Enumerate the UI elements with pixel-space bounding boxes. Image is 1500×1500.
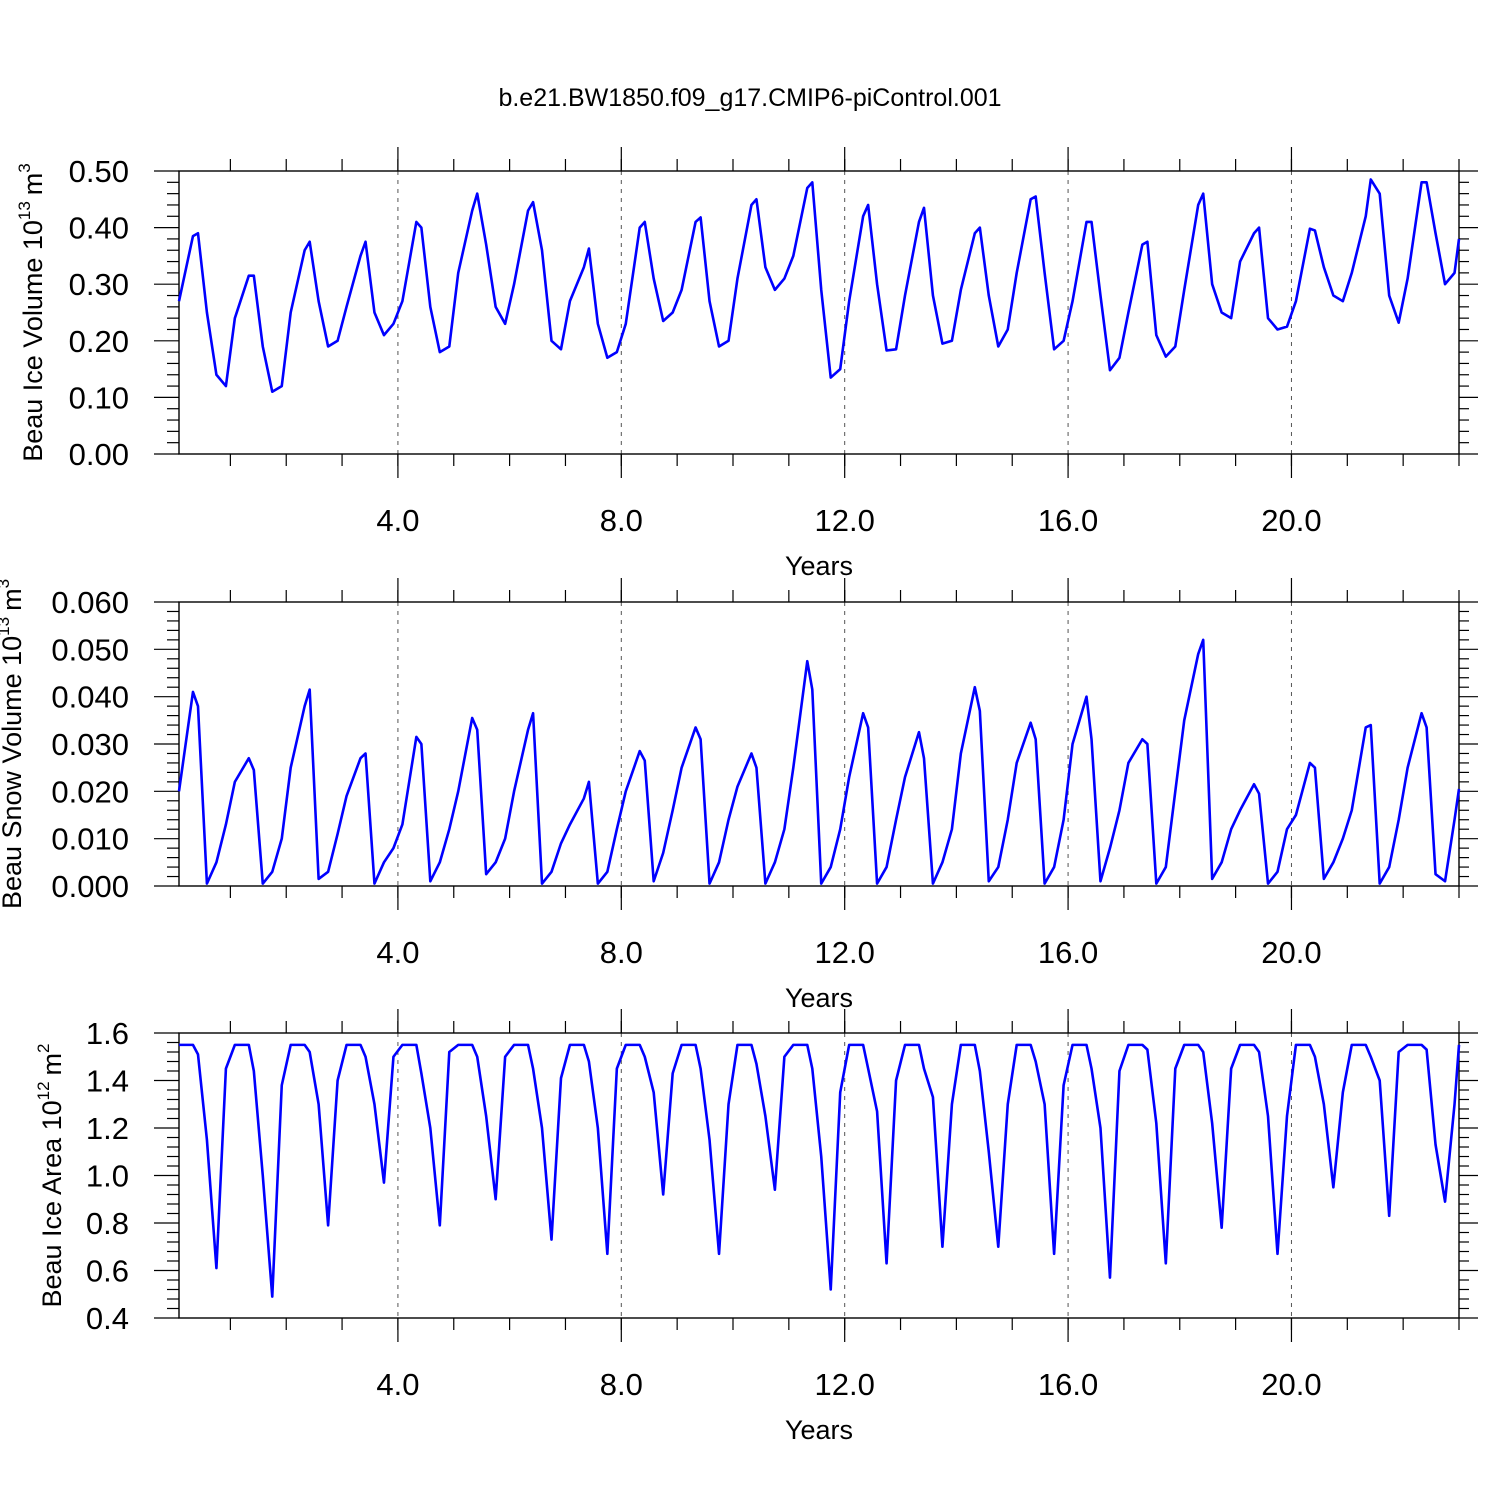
- x-tick-label: 16.0: [1038, 1367, 1098, 1402]
- y-axis-title-part: m: [18, 173, 48, 196]
- x-tick-label: 4.0: [376, 935, 419, 970]
- y-tick-label: 1.0: [86, 1159, 129, 1194]
- y-tick-label: 0.030: [51, 727, 129, 762]
- y-tick-label: 0.20: [69, 324, 129, 359]
- plot-frame: [178, 170, 1460, 455]
- y-tick-label: 0.4: [86, 1301, 129, 1336]
- y-tick-label: 0.000: [51, 869, 129, 904]
- y-axis-title-part: m: [0, 588, 27, 611]
- x-tick-label: 16.0: [1038, 503, 1098, 538]
- x-tick-label: 4.0: [376, 1367, 419, 1402]
- y-tick-label: 1.2: [86, 1111, 129, 1146]
- x-tick-label: 4.0: [376, 503, 419, 538]
- y-tick-label: 0.10: [69, 380, 129, 415]
- y-tick-label: 0.00: [69, 437, 129, 472]
- y-tick-label: 0.40: [69, 211, 129, 246]
- y-tick-label: 0.8: [86, 1206, 129, 1241]
- y-tick-label: 0.060: [51, 585, 129, 620]
- x-tick-label: 12.0: [815, 503, 875, 538]
- y-axis-title-part: 3: [15, 163, 34, 172]
- x-tick-label: 8.0: [600, 503, 643, 538]
- data-line: [177, 178, 1461, 394]
- y-axis-title-part: 12: [34, 1081, 53, 1100]
- y-tick-label: 1.4: [86, 1064, 129, 1099]
- y-tick-label: 0.30: [69, 267, 129, 302]
- x-tick-label: 8.0: [600, 935, 643, 970]
- y-axis-title-part: 13: [15, 201, 34, 220]
- y-axis-title: Beau Ice Area 1012 m2: [34, 1043, 67, 1307]
- x-tick-label: 12.0: [815, 935, 875, 970]
- y-axis-title-part: 3: [0, 579, 13, 588]
- y-axis-title-part: Beau Snow Volume 10: [0, 636, 27, 909]
- y-axis-title-part: m: [37, 1053, 67, 1076]
- x-tick-label: 16.0: [1038, 935, 1098, 970]
- x-tick-label: 20.0: [1261, 503, 1321, 538]
- chart-title: b.e21.BW1850.f09_g17.CMIP6-piControl.001: [498, 84, 1001, 112]
- y-tick-label: 0.050: [51, 632, 129, 667]
- y-axis-title-part: 13: [0, 617, 13, 636]
- plot-frame: [178, 601, 1460, 887]
- y-tick-label: 0.50: [69, 154, 129, 189]
- x-axis-title: Years: [785, 551, 853, 581]
- y-tick-label: 0.6: [86, 1254, 129, 1289]
- y-axis-title-part: 2: [34, 1043, 53, 1052]
- x-axis-title: Years: [785, 1415, 853, 1445]
- x-tick-label: 8.0: [600, 1367, 643, 1402]
- y-axis-title-part: Beau Ice Area 10: [37, 1100, 67, 1307]
- y-tick-label: 0.010: [51, 822, 129, 857]
- data-line: [177, 638, 1461, 885]
- data-line: [179, 1043, 1461, 1298]
- y-axis-title: Beau Ice Volume 1013 m3: [15, 163, 48, 462]
- y-tick-label: 0.040: [51, 680, 129, 715]
- y-axis-title: Beau Snow Volume 1013 m3: [0, 579, 27, 909]
- x-tick-label: 20.0: [1261, 1367, 1321, 1402]
- plot-frame: [178, 1032, 1460, 1319]
- y-axis-title-part: Beau Ice Volume 10: [18, 220, 48, 462]
- y-tick-label: 1.6: [86, 1016, 129, 1051]
- x-tick-label: 12.0: [815, 1367, 875, 1402]
- x-tick-label: 20.0: [1261, 935, 1321, 970]
- y-tick-label: 0.020: [51, 774, 129, 809]
- x-axis-title: Years: [785, 983, 853, 1013]
